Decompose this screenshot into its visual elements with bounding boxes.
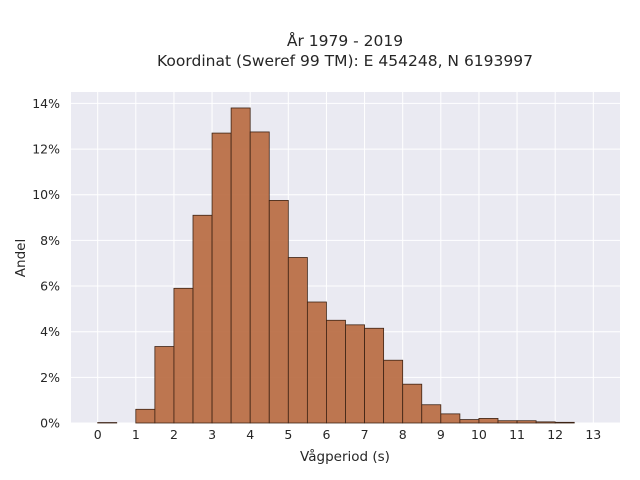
x-axis-label: Vågperiod (s) [300,448,390,465]
histogram-bar [345,324,365,424]
x-tick-labels: 0 1 2 3 4 5 6 7 8 9 10 11 12 13 [94,427,602,442]
histogram-bar [249,131,270,424]
x-tick-label: 6 [322,427,330,442]
x-tick-label: 11 [509,427,525,442]
histogram-bar [364,327,385,424]
histogram-bar [421,404,442,424]
histogram-bar [478,418,499,424]
histogram-bar [154,346,175,424]
x-tick-label: 10 [471,427,487,442]
x-tick-label: 12 [547,427,563,442]
x-tick-label: 5 [284,427,292,442]
histogram-bar [287,257,308,424]
x-tick-label: 2 [170,427,178,442]
histogram-bar [173,287,194,424]
histogram-bar [554,421,575,424]
histogram-bar [383,359,404,424]
x-tick-label: 9 [437,427,445,442]
histogram-bar [440,413,461,424]
x-tick-label: 1 [132,427,140,442]
histogram-bar [192,214,213,424]
histogram-bar [535,421,556,424]
y-tick-label: 10% [32,187,60,202]
x-tick-label: 4 [246,427,254,442]
chart-title-line-1: År 1979 - 2019 [287,31,403,50]
y-tick-label: 14% [32,96,60,111]
y-tick-label: 12% [32,142,60,157]
histogram-bar [268,200,289,424]
x-tick-label: 7 [361,427,369,442]
histogram-bar [306,301,327,424]
y-tick-label: 4% [40,324,60,339]
histogram-bar [459,419,480,424]
chart-title-line-2: Koordinat (Sweref 99 TM): E 454248, N 61… [157,52,533,70]
y-tick-label: 8% [40,233,60,248]
histogram-bar [326,319,346,424]
y-tick-label: 0% [40,416,60,431]
y-tick-labels: 0% 2% 4% 6% 8% 10% 12% 14% [32,96,60,431]
bars [97,107,575,424]
histogram-bar [135,408,156,424]
y-axis-label: Andel [13,239,29,277]
histogram-bar [230,107,251,424]
y-tick-label: 2% [40,370,60,385]
histogram-bar [497,420,518,424]
histogram-bar [516,420,537,424]
histogram-bar [211,132,232,424]
x-tick-label: 3 [208,427,216,442]
x-tick-label: 13 [585,427,601,442]
x-tick-label: 8 [399,427,407,442]
y-tick-label: 6% [40,279,60,294]
histogram-bar [402,383,423,424]
x-tick-label: 0 [94,427,102,442]
